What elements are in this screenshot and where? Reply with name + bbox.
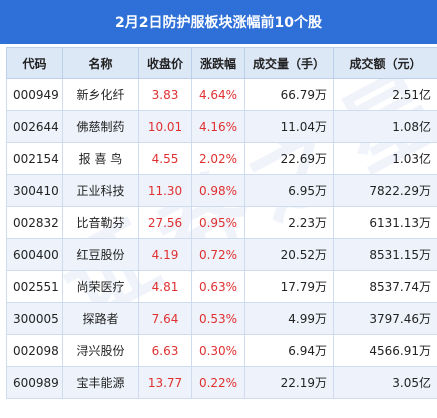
stock-code: 000949	[6, 78, 63, 111]
stock-name: 比音勒芬	[62, 206, 139, 239]
trade-volume: 2.23万	[244, 206, 334, 239]
change-percent: 0.98%	[191, 174, 245, 207]
table-row: 600989 宝丰能源 13.77 0.22% 22.19万 3.05亿	[6, 366, 437, 399]
table-body: 000949 新乡化纤 3.83 4.64% 66.79万 2.51亿 002644 佛慈制药…	[6, 78, 437, 399]
close-price: 27.56	[138, 206, 192, 239]
header-amount: 成交额（元）	[333, 47, 437, 79]
trade-volume: 11.04万	[244, 110, 334, 143]
trade-volume: 6.95万	[244, 174, 334, 207]
trade-amount: 1.08亿	[333, 110, 437, 143]
stock-code: 600989	[6, 366, 63, 399]
change-percent: 0.63%	[191, 270, 245, 303]
header-change: 涨跌幅	[191, 47, 245, 79]
close-price: 13.77	[138, 366, 192, 399]
stock-name: 报 喜 鸟	[62, 142, 139, 175]
trade-amount: 7822.29万	[333, 174, 437, 207]
close-price: 4.19	[138, 238, 192, 271]
change-percent: 4.64%	[191, 78, 245, 111]
change-percent: 0.30%	[191, 334, 245, 367]
stock-name: 宝丰能源	[62, 366, 139, 399]
trade-volume: 6.94万	[244, 334, 334, 367]
change-percent: 0.53%	[191, 302, 245, 335]
stock-name: 尚荣医疗	[62, 270, 139, 303]
table-row: 002098 浔兴股份 6.63 0.30% 6.94万 4566.91万	[6, 334, 437, 367]
trade-amount: 8531.15万	[333, 238, 437, 271]
change-percent: 0.22%	[191, 366, 245, 399]
table-row: 002551 尚荣医疗 4.81 0.63% 17.79万 8537.74万	[6, 270, 437, 303]
table-row: 300005 探路者 7.64 0.53% 4.99万 3797.46万	[6, 302, 437, 335]
stock-code: 002832	[6, 206, 63, 239]
change-percent: 4.16%	[191, 110, 245, 143]
gainers-table: 代码 名称 收盘价 涨跌幅 成交量（手） 成交额（元） 000949 新乡化纤 3.…	[6, 47, 437, 399]
table-row: 300410 正业科技 11.30 0.98% 6.95万 7822.29万	[6, 174, 437, 207]
trade-volume: 4.99万	[244, 302, 334, 335]
change-percent: 2.02%	[191, 142, 245, 175]
stock-name: 正业科技	[62, 174, 139, 207]
table-row: 600400 红豆股份 4.19 0.72% 20.52万 8531.15万	[6, 238, 437, 271]
trade-volume: 22.19万	[244, 366, 334, 399]
stock-name: 探路者	[62, 302, 139, 335]
close-price: 3.83	[138, 78, 192, 111]
table-row: 002154 报 喜 鸟 4.55 2.02% 22.69万 1.03亿	[6, 142, 437, 175]
stock-code: 002644	[6, 110, 63, 143]
stock-code: 002154	[6, 142, 63, 175]
stock-name: 红豆股份	[62, 238, 139, 271]
close-price: 6.63	[138, 334, 192, 367]
trade-volume: 17.79万	[244, 270, 334, 303]
trade-amount: 2.51亿	[333, 78, 437, 111]
trade-amount: 8537.74万	[333, 270, 437, 303]
close-price: 4.55	[138, 142, 192, 175]
header-code: 代码	[6, 47, 63, 79]
table-row: 002644 佛慈制药 10.01 4.16% 11.04万 1.08亿	[6, 110, 437, 143]
stock-code: 002098	[6, 334, 63, 367]
table-row: 000949 新乡化纤 3.83 4.64% 66.79万 2.51亿	[6, 78, 437, 111]
stock-code: 300410	[6, 174, 63, 207]
trade-volume: 20.52万	[244, 238, 334, 271]
header-name: 名称	[62, 47, 139, 79]
trade-amount: 3797.46万	[333, 302, 437, 335]
close-price: 10.01	[138, 110, 192, 143]
stock-name: 佛慈制药	[62, 110, 139, 143]
header-volume: 成交量（手）	[244, 47, 334, 79]
close-price: 4.81	[138, 270, 192, 303]
trade-volume: 22.69万	[244, 142, 334, 175]
close-price: 7.64	[138, 302, 192, 335]
trade-amount: 6131.13万	[333, 206, 437, 239]
stock-code: 300005	[6, 302, 63, 335]
trade-amount: 4566.91万	[333, 334, 437, 367]
change-percent: 0.72%	[191, 238, 245, 271]
stock-code: 600400	[6, 238, 63, 271]
stock-name: 新乡化纤	[62, 78, 139, 111]
table-title: 2月2日防护服板块涨幅前10个股	[0, 0, 437, 44]
table-header-row: 代码 名称 收盘价 涨跌幅 成交量（手） 成交额（元）	[6, 47, 437, 79]
trade-amount: 3.05亿	[333, 366, 437, 399]
table-row: 002832 比音勒芬 27.56 0.95% 2.23万 6131.13万	[6, 206, 437, 239]
trade-amount: 1.03亿	[333, 142, 437, 175]
header-close: 收盘价	[138, 47, 192, 79]
close-price: 11.30	[138, 174, 192, 207]
change-percent: 0.95%	[191, 206, 245, 239]
trade-volume: 66.79万	[244, 78, 334, 111]
stock-name: 浔兴股份	[62, 334, 139, 367]
stock-code: 002551	[6, 270, 63, 303]
